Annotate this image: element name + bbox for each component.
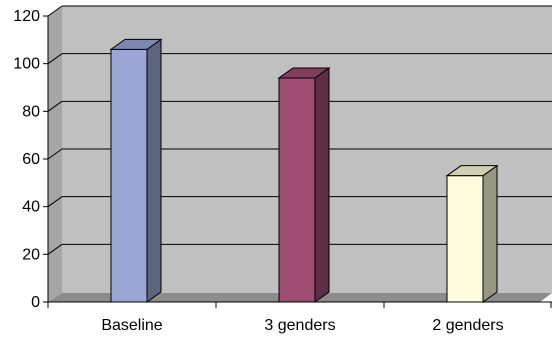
bar-baseline <box>109 38 163 303</box>
bar-side <box>314 66 330 303</box>
gridline-side <box>47 243 63 255</box>
y-tick-label: 0 <box>31 294 40 311</box>
x-axis-ticks: Baseline 3 genders 2 genders <box>47 302 552 334</box>
bar-3-genders <box>277 66 331 303</box>
gridline-side <box>47 148 63 160</box>
y-tick-label: 40 <box>22 199 40 216</box>
bar-side <box>482 164 498 303</box>
bar-top <box>277 67 331 79</box>
y-tick-label: 20 <box>22 246 40 263</box>
bar-top <box>109 38 163 50</box>
y-tick-label: 60 <box>22 151 40 168</box>
bar-top <box>445 165 499 177</box>
bar-front <box>110 48 148 303</box>
x-tick-label: Baseline <box>101 317 162 334</box>
gridline-side <box>47 100 63 112</box>
bar-front <box>446 175 484 303</box>
y-tick-label: 120 <box>13 8 40 25</box>
gridline-side <box>47 5 63 17</box>
bars <box>109 38 499 303</box>
bar-2-genders <box>445 164 499 303</box>
bar-front <box>278 77 316 303</box>
y-tick-label: 80 <box>22 103 40 120</box>
bar-side <box>146 38 162 303</box>
y-axis-ticks: 0 20 40 60 80 100 120 <box>13 8 48 311</box>
x-tick-label: 3 genders <box>264 317 335 334</box>
gridline-side <box>47 53 63 65</box>
y-tick-label: 100 <box>13 56 40 73</box>
x-tick-label: 2 genders <box>432 317 503 334</box>
gridline-side <box>47 196 63 208</box>
